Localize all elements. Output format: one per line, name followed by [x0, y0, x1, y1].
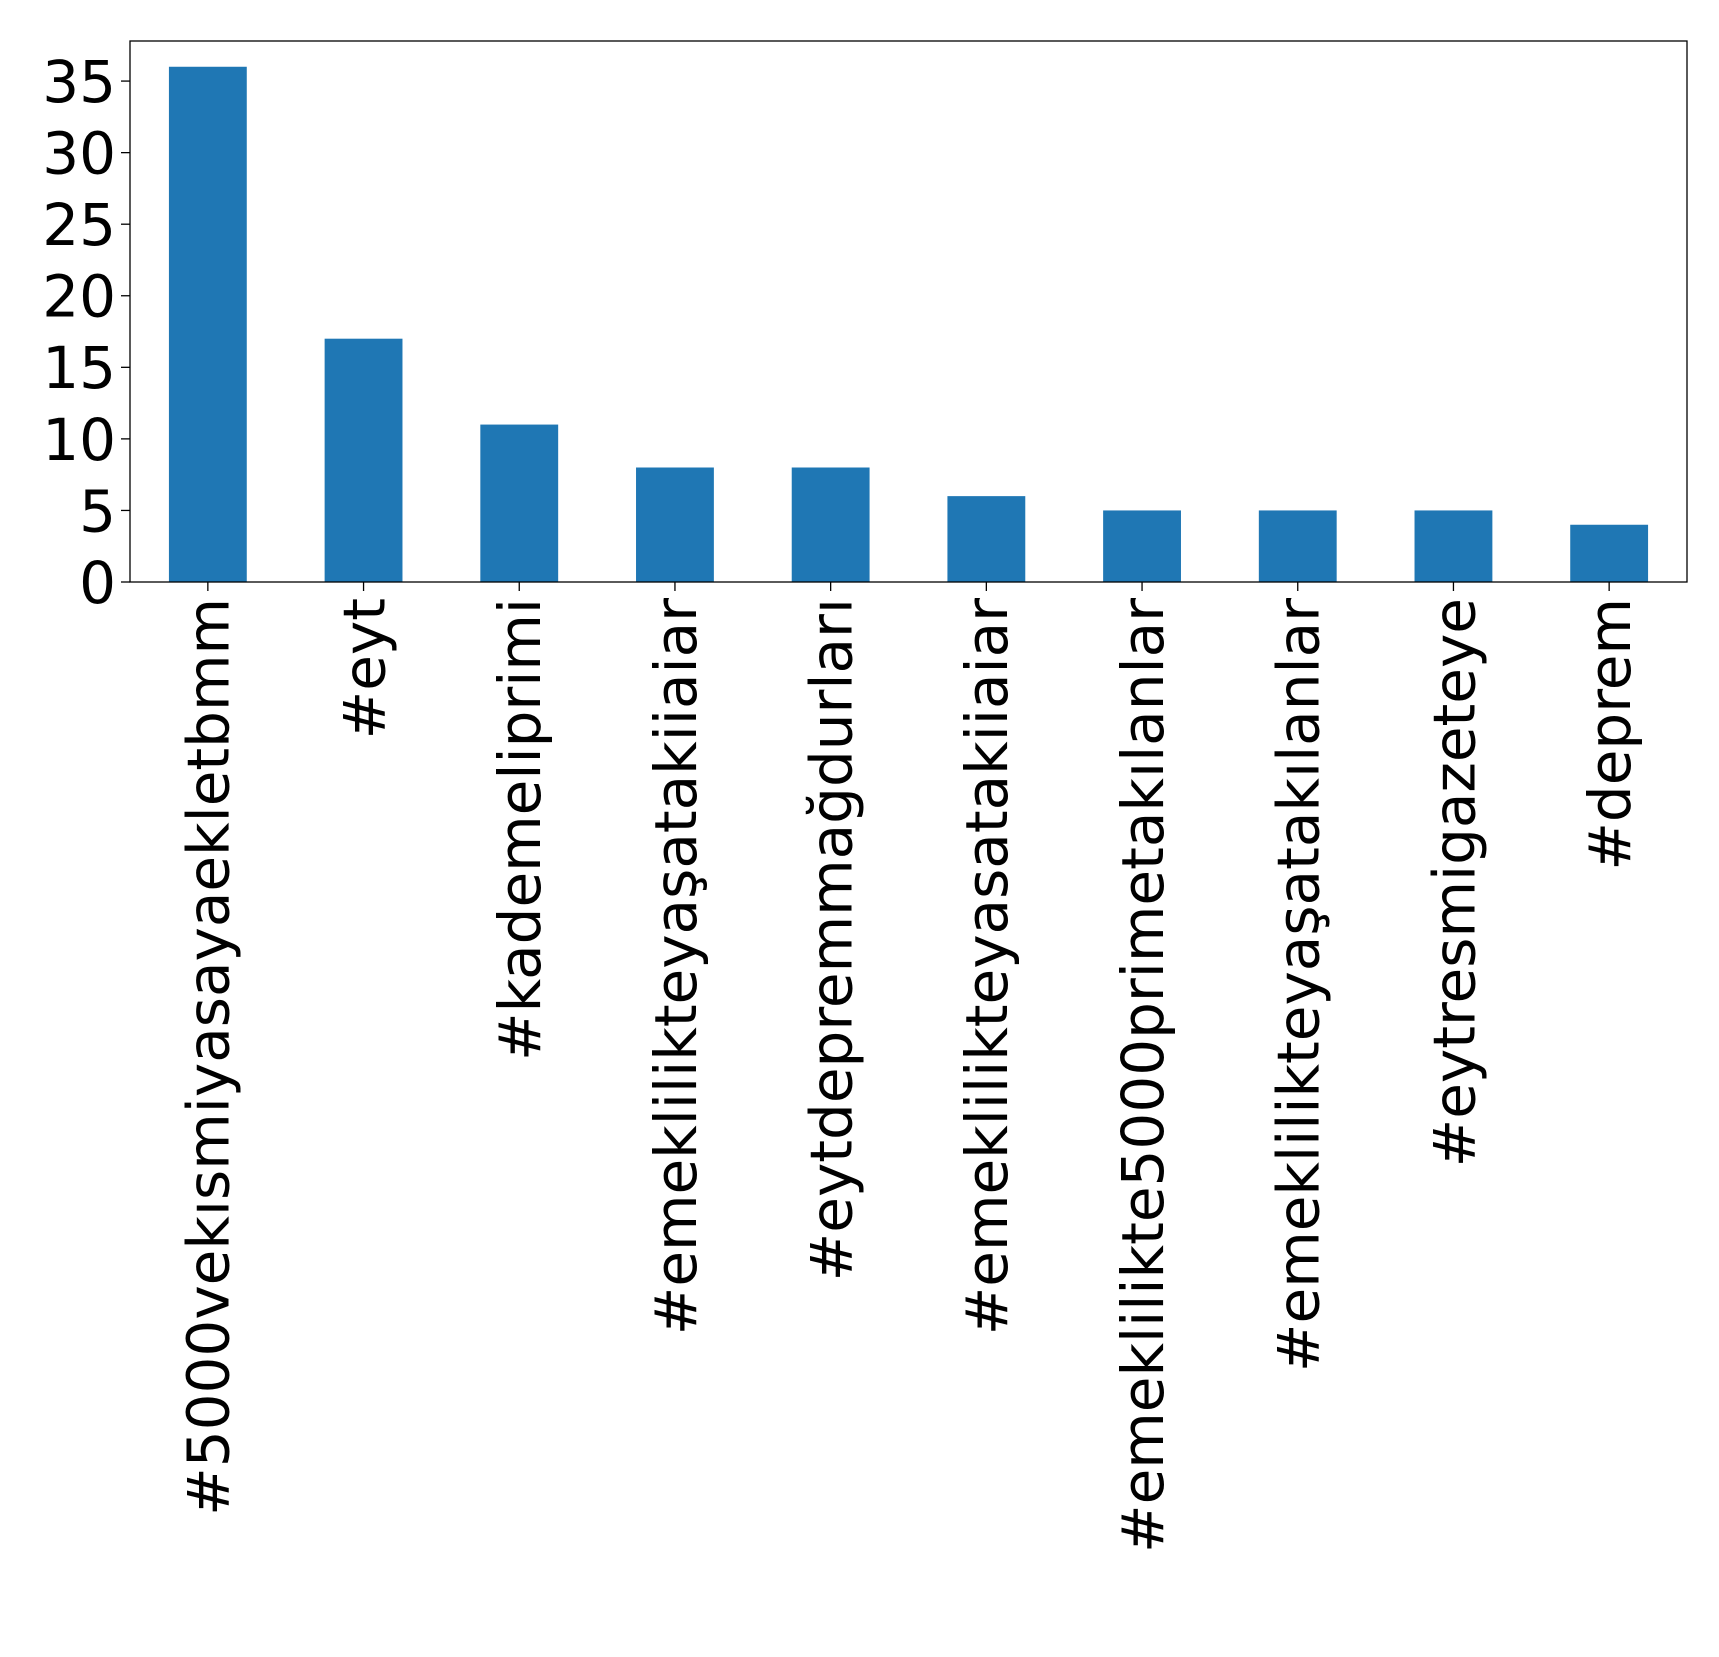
y-tick-label: 35 — [42, 48, 116, 116]
y-tick-label: 25 — [42, 191, 116, 259]
x-tick-label: #emeklilikteyaşatakılanlar — [1265, 598, 1333, 1372]
bars-layer — [168, 66, 1649, 582]
x-tick-label: #deprem — [1576, 598, 1644, 871]
x-tick-label: #emeklilikteyaşatakiiaiar — [642, 598, 710, 1335]
y-tick-label: 30 — [42, 120, 116, 188]
bar-9 — [1570, 524, 1649, 582]
x-tick-label: #eytdepremmağdurları — [798, 598, 866, 1281]
x-axis: #5000vekısmiyasayaekletbmm #eyt #kademelip… — [175, 582, 1644, 1553]
plot-frame — [129, 40, 1688, 583]
y-tick-label: 15 — [42, 334, 116, 402]
y-tick-label: 0 — [79, 549, 116, 617]
y-tick-label: 10 — [42, 406, 116, 474]
x-tick-label: #5000vekısmiyasayaekletbmm — [175, 598, 243, 1516]
x-tick-label: #kademeliprimi — [486, 598, 554, 1061]
bar-3 — [636, 467, 714, 582]
x-tick-label: #eytresmigazeteye — [1420, 598, 1488, 1167]
bar-5 — [947, 496, 1026, 582]
x-tick-label: #emeklilikteyasatakiiaiar — [953, 598, 1021, 1335]
bar-8 — [1414, 510, 1493, 582]
bar-4 — [791, 467, 870, 582]
y-tick-label: 20 — [42, 263, 116, 331]
bar-0 — [168, 66, 247, 582]
y-tick-label: 5 — [79, 477, 116, 545]
bar-1 — [324, 338, 403, 582]
x-tick-label: #eyt — [330, 598, 398, 739]
x-tick-label: #emeklilikte5000primetakılanlar — [1109, 598, 1177, 1553]
bar-6 — [1103, 510, 1181, 582]
bar-2 — [480, 424, 559, 582]
bar-7 — [1258, 510, 1337, 582]
